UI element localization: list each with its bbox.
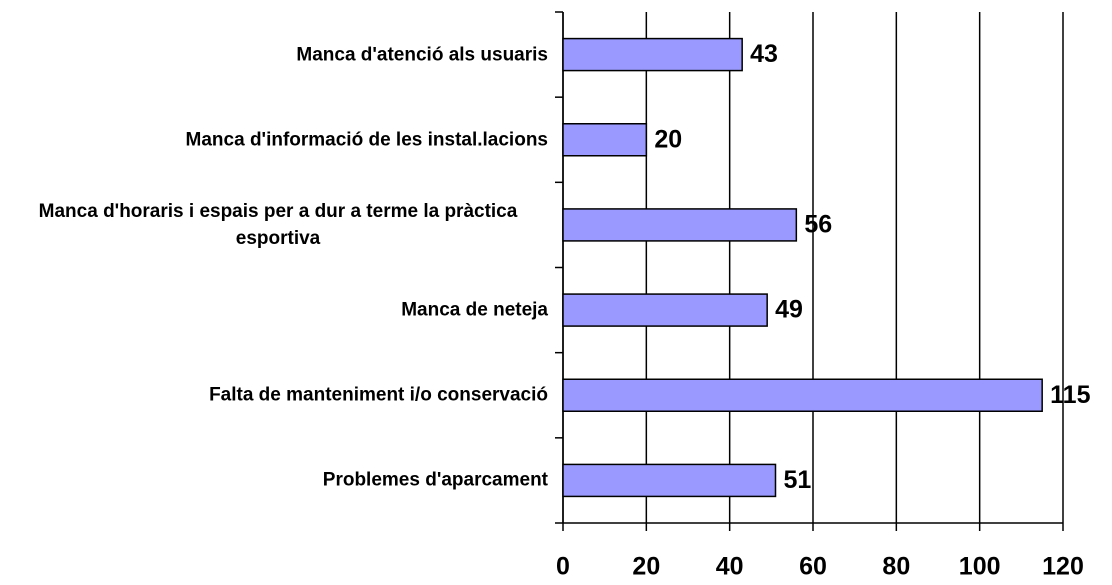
y-tick-label: Manca d'atenció als usuaris xyxy=(296,44,548,66)
x-tick-label: 100 xyxy=(959,553,1001,581)
y-tick-label: Manca de neteja xyxy=(401,299,548,321)
x-tick-label: 80 xyxy=(882,553,910,581)
bar xyxy=(562,378,1043,412)
y-tick-label: Falta de manteniment i/o conservació xyxy=(209,384,548,406)
value-label: 43 xyxy=(750,40,778,68)
value-label: 115 xyxy=(1050,381,1090,409)
value-label: 20 xyxy=(654,125,682,153)
bar xyxy=(562,123,648,157)
x-tick-label: 120 xyxy=(1042,553,1084,581)
y-tick-label: Manca d'informació de les instal.lacions xyxy=(185,129,548,151)
bar xyxy=(562,37,743,72)
y-tick-label: Problemes d'aparcament xyxy=(322,469,548,491)
x-tick-label: 0 xyxy=(556,553,570,581)
value-label: 56 xyxy=(804,211,832,239)
x-tick-label: 20 xyxy=(632,553,660,581)
y-tick-label: Manca d'horaris i espais per a dur a ter… xyxy=(38,200,518,249)
x-tick-label: 40 xyxy=(716,553,744,581)
bar xyxy=(562,293,768,327)
bar xyxy=(562,463,777,498)
x-tick-label: 60 xyxy=(799,553,827,581)
value-label: 51 xyxy=(784,466,812,494)
bar xyxy=(562,208,798,242)
value-label: 49 xyxy=(775,296,803,324)
